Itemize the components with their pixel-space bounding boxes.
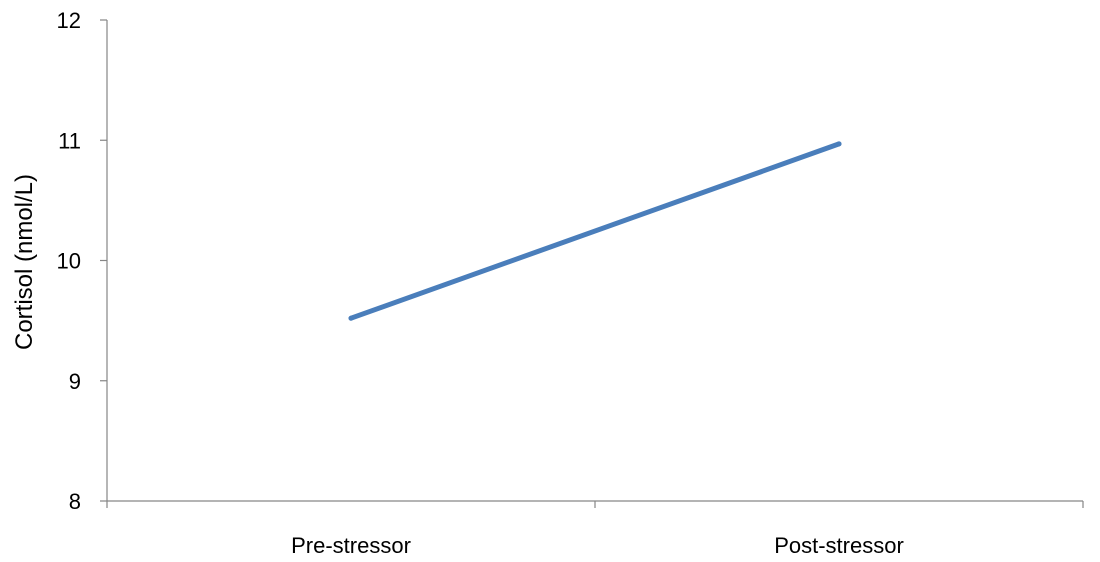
data-point bbox=[348, 315, 354, 321]
series-line bbox=[348, 141, 842, 321]
y-tick-label: 12 bbox=[57, 8, 81, 33]
data-point bbox=[836, 141, 842, 147]
y-tick-label: 11 bbox=[58, 128, 81, 153]
y-tick-label: 10 bbox=[57, 249, 81, 274]
x-tick-label: Post-stressor bbox=[774, 533, 904, 558]
x-tick-label: Pre-stressor bbox=[291, 533, 411, 558]
y-tick-label: 8 bbox=[69, 489, 81, 514]
y-axis-title: Cortisol (nmol/L) bbox=[11, 174, 38, 350]
y-tick-label: 9 bbox=[69, 369, 81, 394]
